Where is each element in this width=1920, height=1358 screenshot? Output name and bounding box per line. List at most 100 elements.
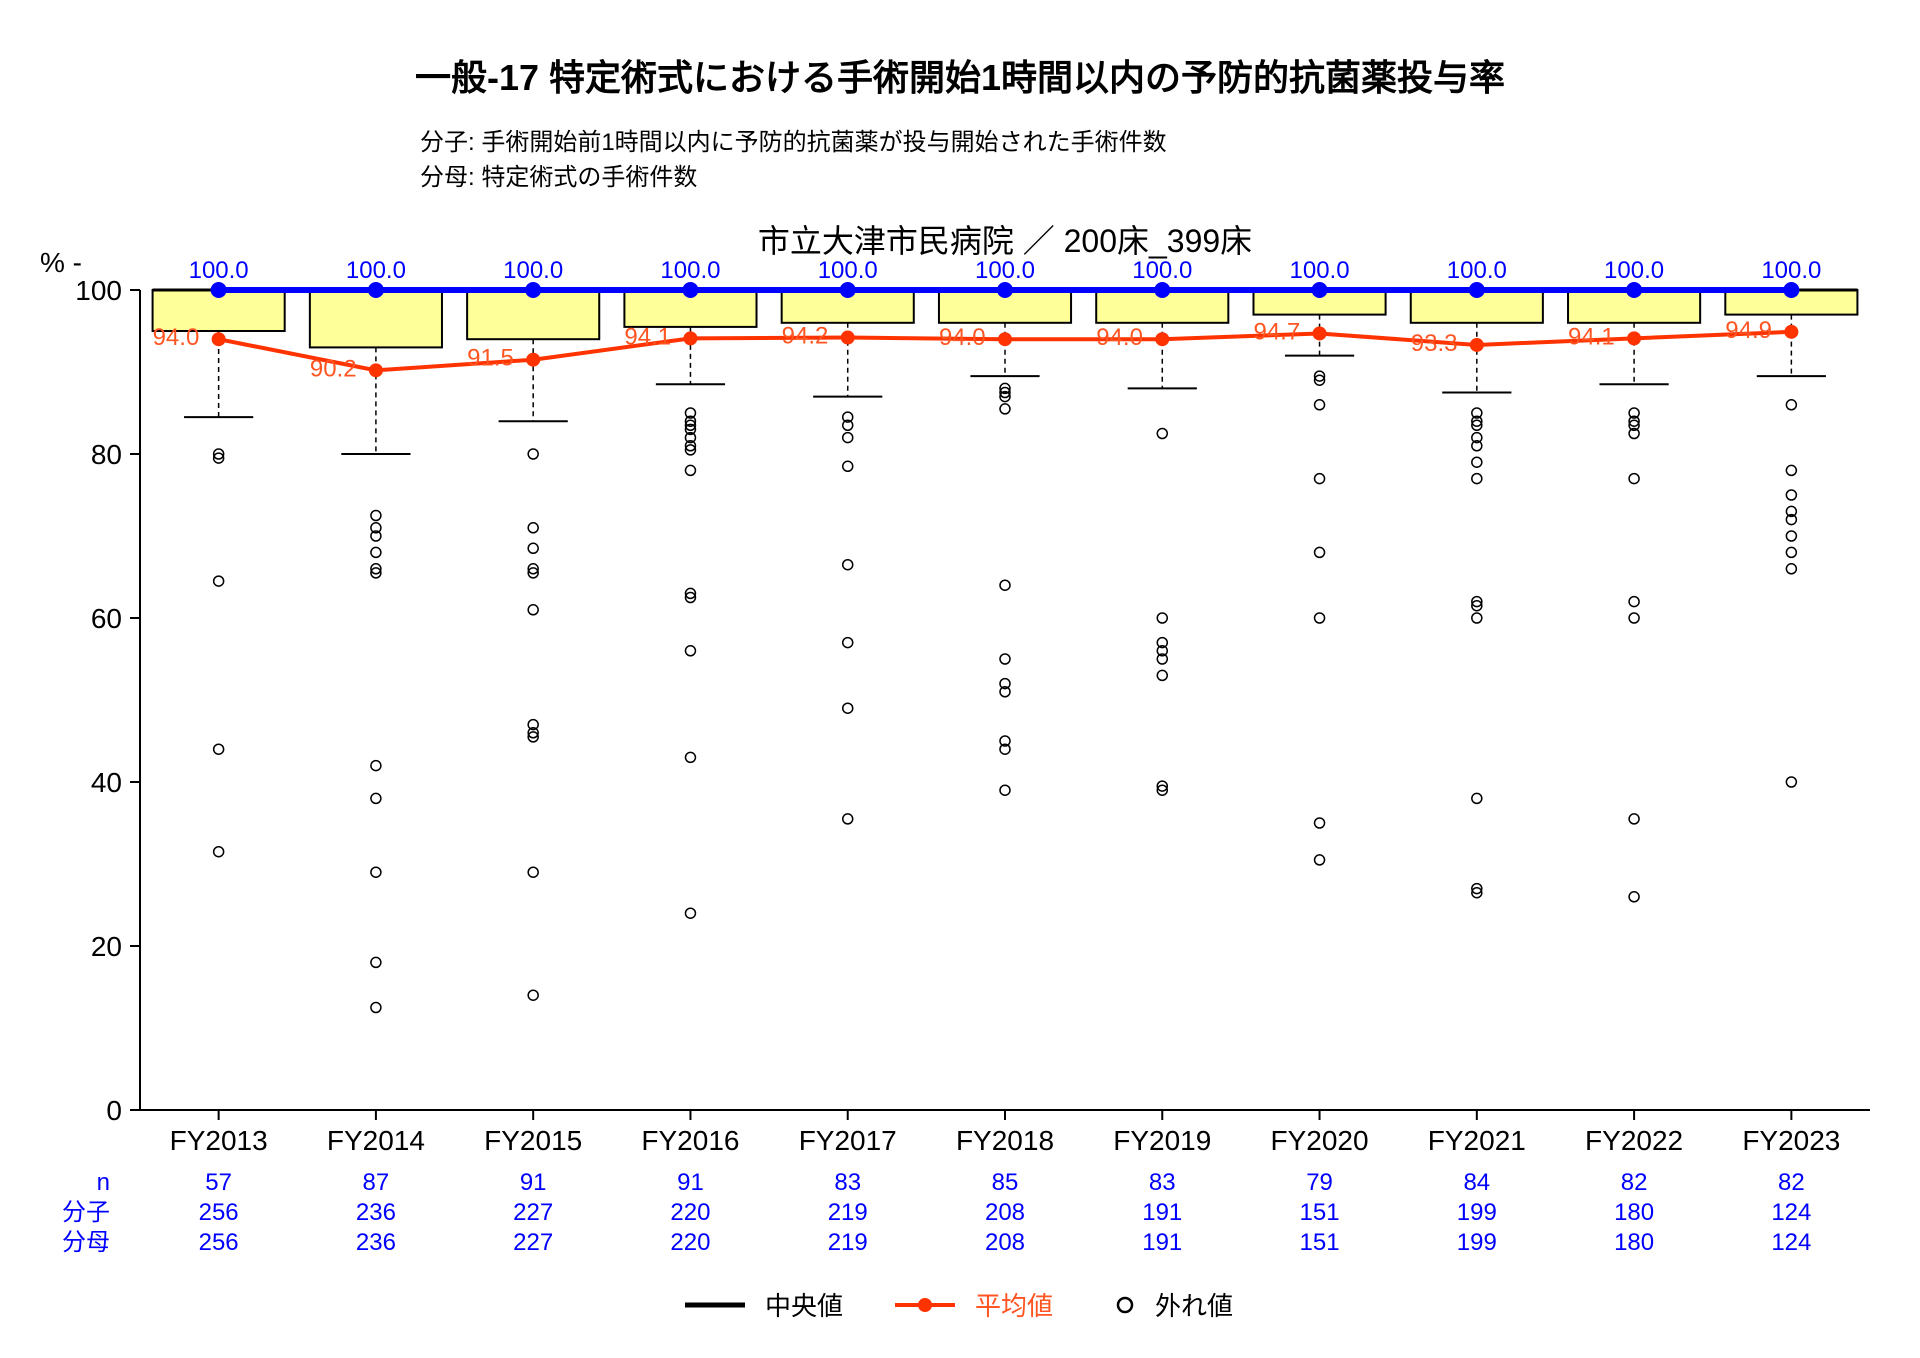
mean-marker	[1155, 332, 1169, 346]
table-cell: 124	[1771, 1199, 1811, 1226]
table-cell: 199	[1457, 1229, 1497, 1256]
panel-title: 市立大津市民病院 ／ 200床_399床	[758, 223, 1252, 259]
mean-value-label: 94.1	[624, 323, 671, 350]
table-cell: 220	[670, 1199, 710, 1226]
table-cell: 199	[1457, 1199, 1497, 1226]
y-tick-label: 40	[91, 767, 122, 798]
table-cell: 256	[199, 1199, 239, 1226]
median-value-label: 100.0	[975, 257, 1035, 284]
table-cell: 180	[1614, 1229, 1654, 1256]
median-marker	[840, 282, 856, 298]
table-cell: 219	[828, 1199, 868, 1226]
mean-marker	[1313, 326, 1327, 340]
mean-marker	[1627, 331, 1641, 345]
table-cell: 84	[1463, 1169, 1490, 1196]
table-cell: 91	[520, 1169, 547, 1196]
mean-value-label: 90.2	[310, 355, 357, 382]
mean-value-label: 94.0	[153, 324, 200, 351]
table-row-label: n	[97, 1169, 110, 1196]
table-cell: 85	[992, 1169, 1019, 1196]
mean-value-label: 94.7	[1253, 318, 1300, 345]
mean-marker	[1784, 325, 1798, 339]
table-row-label: 分子	[62, 1199, 110, 1226]
mean-value-label: 94.0	[1096, 324, 1143, 351]
table-cell: 191	[1142, 1229, 1182, 1256]
x-tick-label: FY2017	[799, 1125, 897, 1156]
table-cell: 191	[1142, 1199, 1182, 1226]
median-marker	[1783, 282, 1799, 298]
median-value-label: 100.0	[1132, 257, 1192, 284]
mean-value-label: 94.1	[1568, 323, 1615, 350]
mean-value-label: 94.9	[1725, 317, 1772, 344]
table-cell: 208	[985, 1199, 1025, 1226]
median-marker	[1154, 282, 1170, 298]
median-value-label: 100.0	[1761, 257, 1821, 284]
chart-subtitle-1: 分子: 手術開始前1時間以内に予防的抗菌薬が投与開始された手術件数	[420, 129, 1167, 156]
table-cell: 256	[199, 1229, 239, 1256]
y-tick-label: 80	[91, 439, 122, 470]
legend-mean-marker	[918, 1298, 932, 1312]
mean-marker	[998, 332, 1012, 346]
x-tick-label: FY2014	[327, 1125, 425, 1156]
median-marker	[997, 282, 1013, 298]
table-cell: 83	[1149, 1169, 1176, 1196]
chart-title: 一般-17 特定術式における手術開始1時間以内の予防的抗菌薬投与率	[415, 57, 1505, 98]
y-tick-label: 60	[91, 603, 122, 634]
x-tick-label: FY2018	[956, 1125, 1054, 1156]
mean-value-label: 93.3	[1411, 330, 1458, 357]
mean-marker	[683, 331, 697, 345]
median-value-label: 100.0	[1447, 257, 1507, 284]
table-cell: 87	[363, 1169, 390, 1196]
table-cell: 236	[356, 1229, 396, 1256]
median-value-label: 100.0	[1290, 257, 1350, 284]
median-value-label: 100.0	[503, 257, 563, 284]
x-tick-label: FY2019	[1113, 1125, 1211, 1156]
median-marker	[525, 282, 541, 298]
legend-mean-label: 平均値	[975, 1291, 1053, 1321]
median-value-label: 100.0	[189, 257, 249, 284]
y-axis-label: % -	[40, 247, 82, 278]
mean-value-label: 94.0	[939, 324, 986, 351]
mean-value-label: 91.5	[467, 345, 514, 372]
table-cell: 220	[670, 1229, 710, 1256]
mean-value-label: 94.2	[782, 323, 829, 350]
median-value-label: 100.0	[346, 257, 406, 284]
table-cell: 151	[1300, 1199, 1340, 1226]
table-row-label: 分母	[62, 1229, 110, 1256]
chart-subtitle-2: 分母: 特定術式の手術件数	[420, 164, 697, 191]
table-cell: 91	[677, 1169, 704, 1196]
mean-marker	[526, 353, 540, 367]
x-tick-label: FY2016	[641, 1125, 739, 1156]
median-value-label: 100.0	[660, 257, 720, 284]
table-cell: 180	[1614, 1199, 1654, 1226]
median-value-label: 100.0	[818, 257, 878, 284]
table-cell: 57	[205, 1169, 232, 1196]
mean-marker	[841, 331, 855, 345]
table-cell: 236	[356, 1199, 396, 1226]
y-tick-label: 100	[75, 275, 122, 306]
legend-median-label: 中央値	[765, 1291, 843, 1321]
table-cell: 208	[985, 1229, 1025, 1256]
median-marker	[1626, 282, 1642, 298]
x-tick-label: FY2021	[1428, 1125, 1526, 1156]
y-tick-label: 0	[106, 1095, 122, 1126]
mean-marker	[212, 332, 226, 346]
legend-outlier-label: 外れ値	[1155, 1291, 1233, 1321]
median-marker	[368, 282, 384, 298]
x-tick-label: FY2020	[1271, 1125, 1369, 1156]
table-cell: 227	[513, 1229, 553, 1256]
median-value-label: 100.0	[1604, 257, 1664, 284]
chart-svg: 一般-17 特定術式における手術開始1時間以内の予防的抗菌薬投与率分子: 手術開…	[0, 0, 1920, 1358]
x-tick-label: FY2023	[1742, 1125, 1840, 1156]
table-cell: 151	[1300, 1229, 1340, 1256]
x-tick-label: FY2013	[170, 1125, 268, 1156]
median-marker	[1312, 282, 1328, 298]
table-cell: 82	[1778, 1169, 1805, 1196]
table-cell: 219	[828, 1229, 868, 1256]
box	[310, 290, 442, 347]
x-tick-label: FY2022	[1585, 1125, 1683, 1156]
median-marker	[1469, 282, 1485, 298]
mean-marker	[1470, 338, 1484, 352]
table-cell: 83	[834, 1169, 861, 1196]
table-cell: 79	[1306, 1169, 1333, 1196]
